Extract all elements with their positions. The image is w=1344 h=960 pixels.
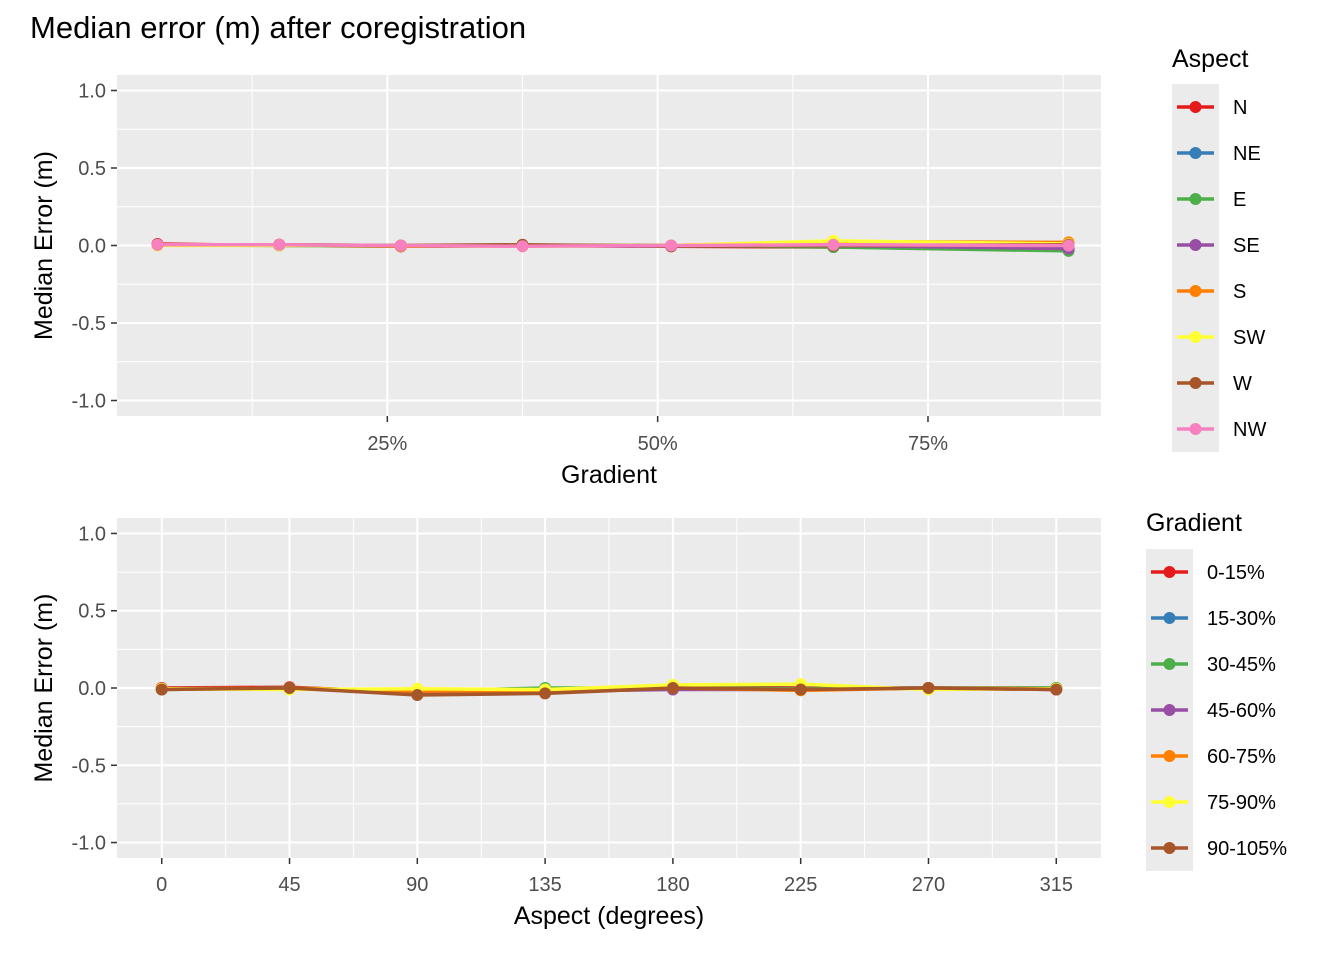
- x-tick-label: 75%: [908, 433, 948, 455]
- legend-key-point: [1163, 658, 1176, 670]
- x-axis-title: Aspect (degrees): [514, 902, 704, 930]
- x-tick-label: 50%: [638, 433, 678, 455]
- x-tick-label: 315: [1040, 874, 1073, 896]
- x-tick-label: 135: [528, 874, 561, 896]
- x-tick-label: 270: [912, 874, 945, 896]
- x-tick-label: 45: [278, 874, 300, 896]
- legend-key-point: [1189, 377, 1202, 389]
- legend-label: 75-90%: [1207, 792, 1276, 814]
- legend-key-point: [1189, 239, 1202, 251]
- legend-key-point: [1163, 796, 1176, 808]
- legend-label: 90-105%: [1207, 838, 1287, 860]
- x-tick-label: 0: [156, 874, 167, 896]
- legend-key-point: [1189, 423, 1202, 435]
- data-point: [283, 682, 296, 694]
- data-point: [666, 682, 679, 694]
- legend-key-point: [1163, 566, 1176, 578]
- data-point: [1062, 239, 1075, 252]
- legend-key-point: [1163, 612, 1176, 624]
- chart-title: Median error (m) after coregistration: [30, 10, 527, 45]
- legend-label: 15-30%: [1207, 608, 1276, 630]
- data-point: [794, 683, 807, 696]
- y-axis-title: Median Error (m): [30, 594, 58, 783]
- plot-panel-2: 1.0 0.5 0.0 -0.5 -1.0 0 45 90 135 180 225 270 315 Asp…: [30, 518, 1101, 930]
- y-tick-label: 0.0: [78, 678, 106, 700]
- legend-key-point: [1189, 193, 1202, 205]
- y-tick-label: 0.5: [78, 158, 106, 180]
- y-tick-label: 0.5: [78, 601, 106, 623]
- legend-1: Aspect N NE E SE S SW W NW: [1172, 45, 1266, 452]
- legend-key-point: [1189, 285, 1202, 297]
- data-point: [665, 239, 678, 252]
- legend-key-point: [1163, 842, 1176, 854]
- y-tick-label: 1.0: [78, 81, 106, 103]
- data-point: [411, 688, 424, 701]
- legend-label: W: [1233, 373, 1252, 395]
- y-tick-label: -0.5: [72, 755, 106, 777]
- data-point: [1050, 683, 1063, 696]
- legend-label: N: [1233, 97, 1247, 119]
- data-point: [539, 687, 552, 700]
- legend-2: Gradient 0-15% 15-30% 30-45% 45-60% 60-75% 75-…: [1146, 509, 1287, 871]
- plot-panel-1: 1.0 0.5 0.0 -0.5 -1.0 25% 50% 75% Gradient Median…: [30, 75, 1101, 489]
- x-tick-label: 90: [406, 874, 428, 896]
- y-tick-label: 0.0: [78, 236, 106, 258]
- legend-label: S: [1233, 281, 1246, 303]
- legend-title: Aspect: [1172, 45, 1248, 73]
- series-line: [161, 686, 1057, 697]
- y-tick-label: -1.0: [72, 391, 106, 413]
- series-line: [157, 242, 1069, 249]
- legend-label: NE: [1233, 143, 1261, 165]
- legend-label: SE: [1233, 235, 1260, 257]
- y-tick-label: -1.0: [72, 833, 106, 855]
- data-point: [394, 239, 407, 252]
- legend-title: Gradient: [1146, 509, 1242, 537]
- data-point: [827, 238, 840, 251]
- legend-label: 60-75%: [1207, 746, 1276, 768]
- legend-key-point: [1189, 101, 1202, 113]
- x-axis-title: Gradient: [561, 461, 657, 489]
- x-tick-label: 180: [656, 874, 689, 896]
- legend-key-point: [1189, 147, 1202, 159]
- data-point: [151, 238, 164, 251]
- legend-label: E: [1233, 189, 1246, 211]
- legend-key-point: [1163, 750, 1176, 762]
- legend-key-point: [1189, 331, 1202, 343]
- legend-key-point: [1163, 704, 1176, 716]
- data-point: [273, 238, 286, 251]
- data-point: [922, 682, 935, 694]
- legend-label: NW: [1233, 419, 1266, 441]
- legend-label: SW: [1233, 327, 1265, 349]
- y-axis-title: Median Error (m): [30, 151, 58, 340]
- legend-label: 30-45%: [1207, 654, 1276, 676]
- data-point: [516, 240, 529, 253]
- y-tick-label: 1.0: [78, 523, 106, 545]
- legend-label: 45-60%: [1207, 700, 1276, 722]
- y-tick-label: -0.5: [72, 313, 106, 335]
- legend-label: 0-15%: [1207, 562, 1265, 584]
- x-tick-label: 225: [784, 874, 817, 896]
- x-tick-label: 25%: [367, 433, 407, 455]
- data-point: [155, 683, 168, 696]
